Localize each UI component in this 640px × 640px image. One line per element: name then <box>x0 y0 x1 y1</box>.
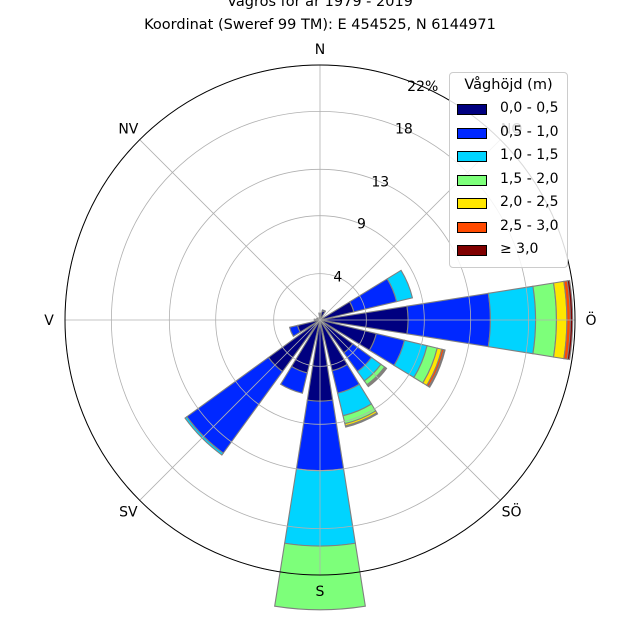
legend-label-4: 2,0 - 2,5 <box>500 194 559 210</box>
legend-label-1: 0,5 - 1,0 <box>500 123 559 140</box>
radial-tick-label-1: 9 <box>357 217 366 233</box>
bar-sector-8-bin-3 <box>274 542 366 611</box>
outer-ring <box>64 64 576 576</box>
radial-tick-label-2: 13 <box>371 174 389 190</box>
direction-label-SÖ: SÖ <box>502 503 522 521</box>
legend-title: Våghöjd (m) <box>464 77 553 93</box>
grid-spoke-5 <box>139 319 321 501</box>
bar-sector-5-bin-6 <box>427 349 446 388</box>
legend-swatch-4 <box>457 198 487 209</box>
legend-swatch-5 <box>457 221 487 233</box>
legend-item-6: ≥ 3,0 <box>450 241 567 266</box>
radial-tick-label-4: 22% <box>407 79 438 95</box>
chart-title: Vågros för år 1979 - 2019 <box>227 0 413 10</box>
legend-swatch-2 <box>457 151 487 162</box>
polar-grid <box>64 64 576 576</box>
bar-sector-1-bin-1 <box>321 309 327 313</box>
direction-label-SV: SV <box>119 505 138 521</box>
legend-item-2: 1,0 - 1,5 <box>450 147 567 172</box>
radial-tick-labels: 4 9 13 18 22% <box>333 79 438 286</box>
legend-item-1: 0,5 - 1,0 <box>450 123 567 149</box>
radial-tick-label-0: 4 <box>333 270 342 286</box>
legend: Våghöjd (m) 0,0 - 0,5 0,5 - 1,0 1,0 - 1,5 1… <box>449 72 568 268</box>
legend-swatch-6 <box>457 245 487 256</box>
radial-tick-label-3: 18 <box>395 121 413 137</box>
direction-label-Ö: Ö <box>585 311 596 329</box>
legend-label-5: 2,5 - 3,0 <box>500 217 559 234</box>
legend-item-4: 2,0 - 2,5 <box>450 194 567 219</box>
legend-swatch-3 <box>457 174 487 186</box>
legend-label-6: ≥ 3,0 <box>500 241 539 257</box>
grid-spoke-3 <box>319 319 501 501</box>
bar-sector-6-bin-5 <box>366 366 388 388</box>
legend-label-3: 1,5 - 2,0 <box>500 170 559 187</box>
grid-spoke-7 <box>139 139 321 321</box>
bar-sector-10-bin-2 <box>184 415 225 456</box>
legend-item-5: 2,5 - 3,0 <box>450 217 567 243</box>
wind-rose-bars <box>184 269 574 611</box>
legend-items: 0,0 - 0,5 0,5 - 1,0 1,0 - 1,5 1,5 - 2,0 2,0 … <box>450 100 567 266</box>
legend-swatch-0 <box>457 104 487 115</box>
legend-label-0: 0,0 - 0,5 <box>500 100 559 116</box>
legend-swatch-1 <box>457 127 487 139</box>
bar-sector-4-bin-6 <box>566 279 574 361</box>
legend-item-3: 1,5 - 2,0 <box>450 170 567 196</box>
bar-sector-7-bin-5 <box>344 412 379 428</box>
legend-item-0: 0,0 - 0,5 <box>450 100 567 125</box>
direction-label-V: V <box>44 313 54 329</box>
bar-sector-9-bin-1 <box>279 365 308 394</box>
bar-sector-3-bin-2 <box>386 269 414 303</box>
bar-sector-11-bin-1 <box>288 324 301 338</box>
chart-subtitle: Koordinat (Sweref 99 TM): E 454525, N 61… <box>144 17 496 33</box>
direction-label-NV: NV <box>118 121 138 137</box>
direction-label-N: N <box>315 42 325 58</box>
legend-label-2: 1,0 - 1,5 <box>500 147 559 163</box>
direction-labels: NNOÖSÖSSVVNV <box>44 42 596 600</box>
direction-label-S: S <box>316 584 325 600</box>
